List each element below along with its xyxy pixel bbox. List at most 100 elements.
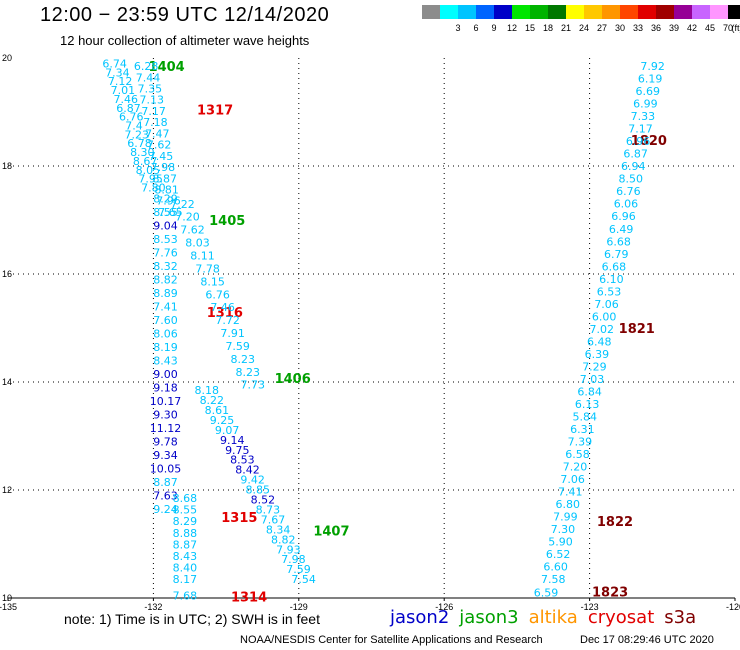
legend-swatch	[440, 5, 458, 19]
wave-height-value: 8.23	[230, 353, 255, 366]
wave-height-value: 6.68	[606, 235, 631, 248]
wave-height-value: 8.87	[173, 538, 198, 551]
wave-height-value: 7.91	[220, 327, 245, 340]
wave-height-value: 8.73	[256, 503, 281, 516]
wave-height-value: 8.43	[153, 354, 178, 367]
wave-height-value: 7.46	[210, 301, 235, 314]
wave-height-value: 6.53	[597, 285, 622, 298]
wave-height-value: 6.76	[119, 111, 144, 124]
wave-height-value: 9.00	[153, 368, 178, 381]
legend-label: 18	[542, 23, 553, 33]
wave-height-value: 9.24	[153, 503, 178, 516]
wave-height-value: 8.87	[153, 476, 178, 489]
wave-height-value: 7.46	[113, 93, 138, 106]
legend-label: 21	[560, 23, 571, 33]
legend-label: 30	[614, 23, 625, 33]
wave-height-value: 6.76	[205, 288, 230, 301]
wave-height-value: 6.84	[577, 385, 602, 398]
wave-height-value: 7.68	[173, 589, 198, 602]
wave-height-value: 10.17	[150, 395, 182, 408]
legend-label: 27	[596, 23, 607, 33]
wave-height-value: 8.50	[619, 173, 644, 186]
wave-height-value: 8.05	[136, 164, 161, 177]
legend-unit: (ft)	[731, 23, 740, 33]
wave-height-value: 7.59	[286, 563, 311, 576]
wave-height-value: 7.47	[145, 127, 170, 140]
wave-height-value: 7.41	[558, 486, 583, 499]
wave-height-value: 6.69	[636, 85, 661, 98]
wave-height-value: 5.90	[548, 536, 573, 549]
wave-height-value: 8.40	[173, 562, 198, 575]
wave-height-value: 6.87	[623, 148, 648, 161]
grid-lines	[8, 58, 735, 598]
wave-height-value: 8.53	[153, 233, 178, 246]
legend-swatch	[710, 5, 728, 19]
wave-height-value: 7.62	[147, 139, 172, 152]
pass-number-label: 1820	[631, 134, 667, 149]
pass-number-label: 1822	[597, 515, 633, 530]
wave-height-value: 8.53	[230, 454, 255, 467]
legend-swatch	[692, 5, 710, 19]
legend-label: 39	[668, 23, 679, 33]
wave-height-value: 6.10	[599, 273, 624, 286]
y-tick-label: 18	[2, 161, 12, 171]
wave-height-value: 7.98	[151, 161, 176, 174]
wave-height-value: 7.12	[108, 75, 133, 88]
pass-number-label: 1314	[231, 590, 267, 605]
y-tick-label: 20	[2, 53, 12, 63]
pass-number-label: 1316	[207, 306, 243, 321]
x-tick-label: -135	[0, 602, 17, 612]
x-tick-label: -126	[435, 602, 453, 612]
wave-height-value: 6.19	[638, 73, 663, 86]
wave-height-value: 7.33	[631, 110, 656, 123]
wave-height-value: 6.58	[565, 448, 590, 461]
wave-height-value: 6.52	[546, 548, 571, 561]
legend-swatch	[458, 5, 476, 19]
satellite-label-jason2: jason2	[390, 607, 450, 628]
wave-height-value: 6.76	[616, 185, 641, 198]
pass-number-label: 1405	[209, 214, 245, 229]
wave-height-value: 6.00	[592, 310, 617, 323]
footer-date: Dec 17 08:29:46 UTC 2020	[580, 634, 714, 646]
wave-height-value: 8.61	[205, 404, 230, 417]
wave-height-value: 8.81	[154, 183, 179, 196]
wave-height-value: 5.84	[573, 410, 598, 423]
wave-height-value: 7.76	[153, 246, 178, 259]
legend-label: 24	[578, 23, 589, 33]
wave-height-value: 7.58	[541, 573, 566, 586]
y-tick-label: 14	[2, 377, 12, 387]
wave-height-value: 8.85	[245, 484, 270, 497]
wave-height-value: 7.06	[560, 473, 585, 486]
wave-height-value: 7.59	[225, 340, 250, 353]
y-tick-label: 12	[2, 485, 12, 495]
wave-height-value: 6.74	[102, 57, 127, 70]
wave-height-value: 9.14	[220, 434, 245, 447]
wave-height-value: 7.80	[141, 182, 166, 195]
satellite-label-altika: altika	[528, 607, 578, 628]
wave-height-value: 11.12	[150, 422, 182, 435]
wave-height-value: 7.17	[628, 123, 653, 136]
pass-number-label: 1406	[275, 372, 311, 387]
legend-label: 6	[473, 23, 479, 33]
pass-number-label: 1317	[197, 103, 233, 118]
wave-height-value: 8.29	[153, 192, 178, 205]
pass-number-label: 1823	[592, 586, 628, 601]
wave-height-value: 7.17	[141, 105, 166, 118]
wave-height-value: 7.20	[563, 460, 588, 473]
legend-swatch	[728, 5, 740, 19]
wave-height-value: 8.32	[153, 260, 178, 273]
wave-height-value: 6.60	[543, 561, 568, 574]
wave-height-value: 6.39	[585, 348, 610, 361]
wave-height-value: 9.18	[153, 381, 178, 394]
wave-height-value: 7.41	[153, 300, 178, 313]
wave-height-value: 8.67	[133, 155, 158, 168]
wave-height-value: 8.22	[200, 394, 225, 407]
wave-height-value: 7.65	[158, 206, 183, 219]
pass-number-label: 1407	[313, 525, 349, 540]
wave-height-values: 6.747.347.127.017.466.876.767.47.236.788…	[102, 57, 664, 602]
wave-height-value: 7.62	[180, 224, 205, 237]
wave-height-value: 8.43	[173, 550, 198, 563]
wave-height-value: 7.20	[175, 211, 200, 224]
wave-height-value: 6.96	[611, 210, 636, 223]
wave-height-value: 9.75	[225, 444, 250, 457]
